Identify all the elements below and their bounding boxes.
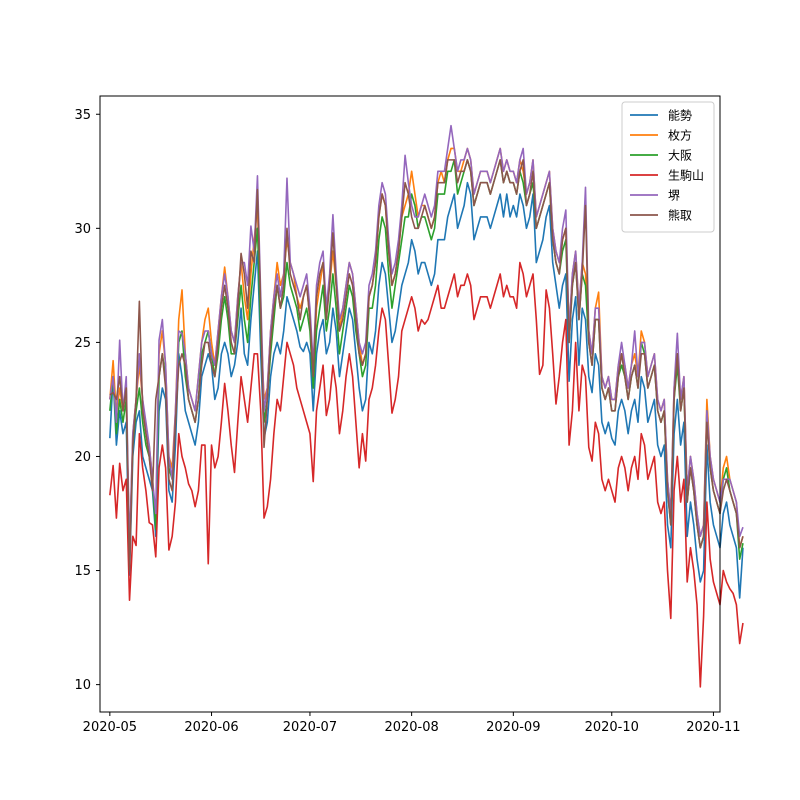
legend-label-1: 枚方 (668, 128, 692, 143)
legend-label-0: 能勢 (668, 108, 692, 123)
y-tick-label-1: 15 (74, 564, 91, 579)
y-tick-label-2: 20 (74, 450, 91, 465)
x-tick-label-4: 2020-09 (486, 720, 540, 735)
x-axis: 2020-05 2020-06 2020-07 2020-08 2020-09 2020-… (83, 712, 741, 735)
series-line-4 (109, 124, 744, 549)
y-tick-label-4: 30 (74, 222, 91, 237)
legend-label-2: 大阪 (668, 149, 692, 163)
x-tick-label-6: 2020-11 (686, 720, 740, 735)
x-tick-label-3: 2020-08 (384, 720, 438, 735)
plot-frame (99, 95, 721, 713)
series-layer (109, 124, 744, 688)
legend-label-5: 熊取 (668, 208, 692, 223)
y-tick-label-5: 35 (74, 108, 91, 123)
x-tick-label-2: 2020-07 (283, 720, 337, 735)
y-axis: 10 15 20 25 30 35 (74, 108, 100, 693)
series-line-3 (109, 261, 744, 688)
legend-label-3: 生駒山 (668, 169, 704, 183)
y-tick-label-0: 10 (74, 678, 91, 693)
x-tick-label-5: 2020-10 (585, 720, 639, 735)
x-tick-label-1: 2020-06 (184, 720, 238, 735)
series-line-0 (109, 181, 744, 599)
x-tick-label-0: 2020-05 (83, 720, 137, 735)
y-tick-label-3: 25 (74, 336, 91, 351)
series-line-5 (109, 159, 744, 572)
legend-label-4: 堺 (668, 189, 680, 203)
